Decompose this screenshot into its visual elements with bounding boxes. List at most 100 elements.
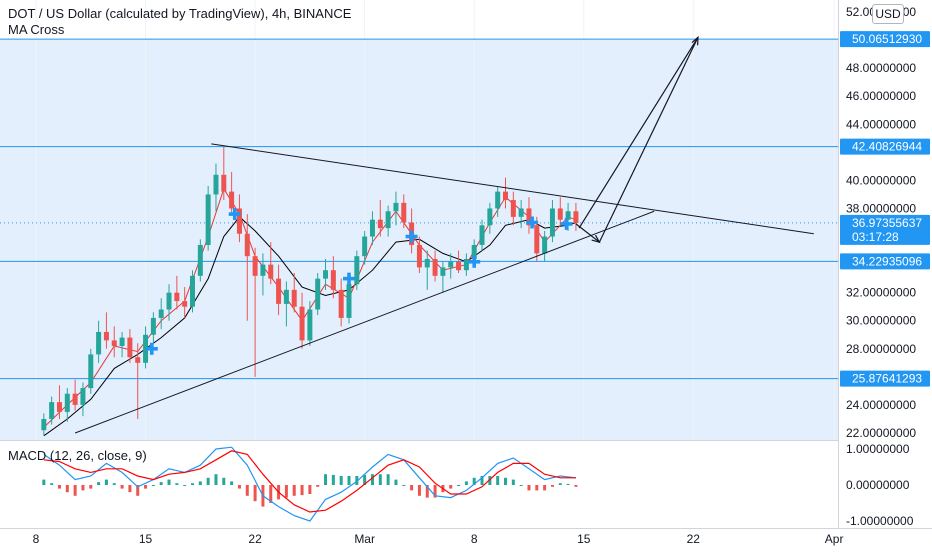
symbol-title[interactable]: DOT / US Dollar (calculated by TradingVi… [8,6,352,21]
trend-line-upper [211,143,814,235]
macd-histogram-bar [198,481,202,485]
macd-histogram-bar [480,476,484,485]
ma-cross-marker [526,216,539,229]
macd-histogram-bar [73,485,77,496]
price-axis-tick-label: 22.00000000 [846,426,916,440]
candle-body [197,244,203,276]
macd-histogram-bar [136,485,140,496]
candle-body [174,292,180,302]
candle-body [362,236,368,257]
candle-body [534,225,540,254]
macd-histogram-bar [81,485,85,491]
macd-histogram-bar [504,477,507,485]
macd-histogram-bar [425,485,429,498]
candle-body [182,301,188,307]
price-axis-tick-label: 28.00000000 [846,342,916,356]
candle-body [190,275,195,307]
macd-histogram-bar [449,485,453,489]
candle-body [440,267,446,276]
price-level-label-bg [840,253,930,270]
projection-arrowhead-down [591,234,601,244]
candle-body [236,208,242,234]
candle-body [252,256,258,276]
macd-histogram-bar [175,483,179,485]
macd-histogram-bar [50,483,54,485]
candle-body [526,208,532,226]
macd-histogram-bar [316,485,320,487]
candle-body [72,393,78,405]
macd-histogram-bar [97,482,101,485]
macd-histogram-bar [331,474,335,485]
ma-cross-marker [405,230,418,243]
chart-header: DOT / US Dollar (calculated by TradingVi… [8,6,351,38]
macd-histogram-bar [496,476,500,485]
candle-body [41,418,47,431]
candle-body [103,331,109,341]
macd-histogram-bar [386,474,390,485]
price-axis-tick-label: 40.00000000 [846,173,916,187]
macd-histogram-bar [535,485,539,491]
candle-body [565,211,571,220]
candle-body [330,270,336,290]
candle-body [448,261,454,268]
ma-cross-marker-v [564,217,569,230]
macd-histogram-bar [472,477,476,485]
macd-indicator-label[interactable]: MACD (12, 26, close, 9) [8,448,147,463]
currency-button[interactable]: USD [872,4,904,24]
time-axis-tick-label: 8 [33,532,40,546]
candle-body [229,191,235,209]
candle-body [315,278,321,310]
macd-histogram-bar [410,485,414,491]
macd-histogram-bar [253,485,257,502]
price-axis-tick-label: 44.00000000 [846,117,916,131]
macd-histogram-bar [230,481,234,485]
candle-body [88,354,94,389]
candle-body [244,233,250,257]
macd-histogram-bar [151,485,155,486]
macd-histogram-bar [284,485,288,498]
candle-body [166,292,172,310]
candle-body [424,258,430,268]
macd-histogram-bar [355,476,359,485]
candle-body [479,225,485,245]
price-level-label: 50.06512930 [852,32,922,46]
candle-body [557,208,563,220]
macd-histogram-bar [120,485,124,489]
macd-histogram-bar [464,481,468,485]
macd-histogram-bar [206,477,210,485]
candle-body [503,191,508,201]
macd-histogram-bar [566,483,570,485]
trend-line-lower [74,210,655,434]
time-axis-tick-label: Apr [825,532,844,546]
candle-body [549,208,555,237]
candle-body [401,202,407,223]
macd-histogram-bar [347,476,351,485]
macd-histogram-bar [222,477,226,485]
candle-body [471,244,477,259]
macd-histogram-bar [159,482,163,485]
macd-histogram-bar [378,474,382,485]
macd-axis-tick-label: 0.00000000 [846,478,910,492]
candle-body [346,284,352,318]
macd-histogram-bar [511,479,515,485]
candle-body [127,337,133,358]
indicator-label[interactable]: MA Cross [8,22,65,37]
candle-body [307,309,313,341]
macd-histogram-bar [245,485,249,496]
ma-cross-marker-v [232,208,237,221]
macd-histogram-bar [104,479,108,485]
macd-histogram-bar [128,485,132,493]
candle-body [283,289,289,304]
macd-histogram-bar [574,485,578,487]
macd-histogram-bar [89,485,93,489]
macd-axis-tick-label: 1.00000000 [846,442,910,456]
ma-slow-line [43,216,577,437]
ma-cross-marker-v [347,272,351,285]
candle-body [299,306,305,341]
macd-histogram-bar [167,479,171,485]
macd-histogram-bar [65,485,69,493]
candle-body [150,317,156,335]
price-axis-tick-label: 24.00000000 [846,398,916,412]
